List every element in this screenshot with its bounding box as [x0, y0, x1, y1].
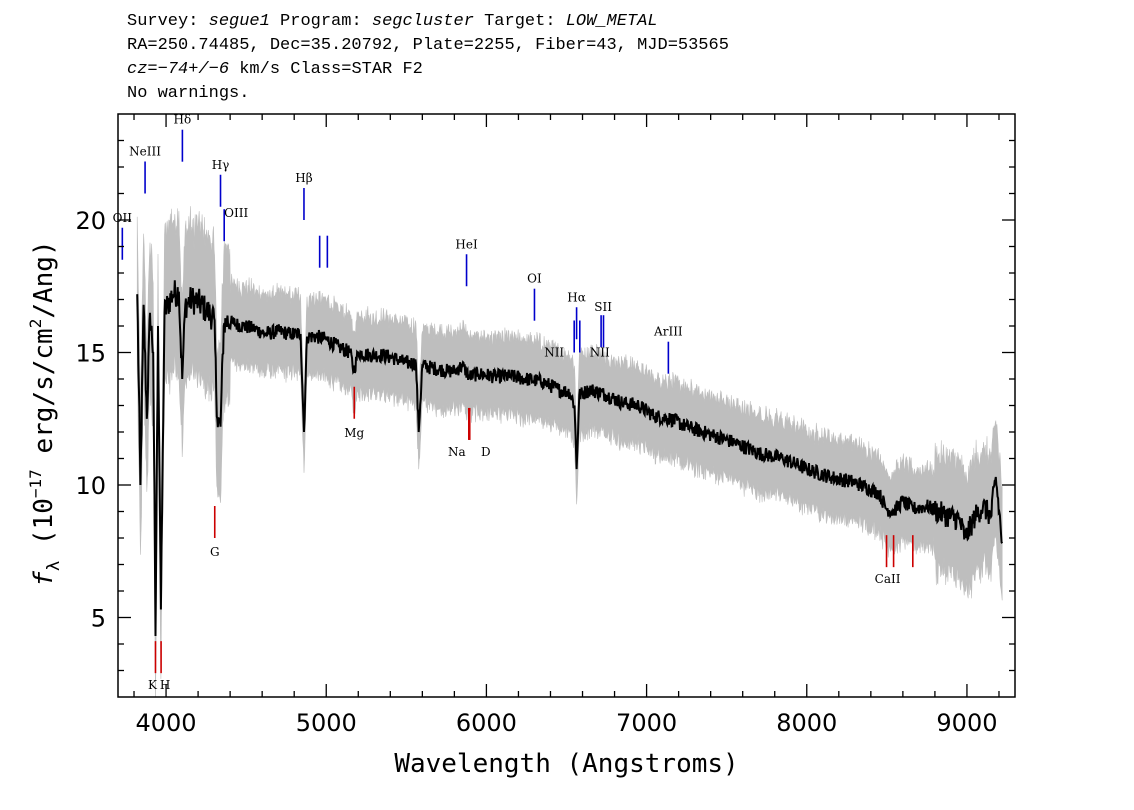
spectrum-header: Survey: segue1 Program: segcluster Targe… [127, 10, 729, 106]
line-label-hδ: Hδ [174, 113, 192, 127]
header-line-coordinates: RA=250.74485, Dec=35.20792, Plate=2255, … [127, 36, 729, 55]
header-line-redshift: cz=−74+/−6 km/s Class=STAR F2 [127, 58, 729, 82]
y-axis-title-part: erg/s/cm [29, 328, 59, 469]
y-tick-label: 15 [75, 340, 106, 368]
line-label-k: K [148, 678, 158, 692]
line-label-nii: NII [544, 346, 564, 360]
line-label-na: Na [448, 445, 466, 459]
line-marker-layer: OII NeIII Hδ Hγ OIII Hβ HeI OI NII Hα NII SII ArIII K… [113, 113, 914, 692]
y-tick-label: 20 [75, 207, 106, 235]
target-value: LOW_METAL [565, 12, 658, 31]
x-axis-title: Wavelength (Angstroms) [394, 749, 738, 779]
line-label-hγ: Hγ [212, 158, 230, 172]
header-line-survey: Survey: segue1 Program: segcluster Targe… [127, 10, 729, 34]
y-axis-title-part: f [29, 571, 59, 587]
class-text: km/s Class=STAR F2 [229, 60, 423, 79]
x-tick-label: 5000 [296, 709, 357, 737]
spectrum-line [136, 280, 1004, 637]
line-label-caii: CaII [875, 572, 901, 586]
line-label-d: D [481, 445, 491, 459]
line-label-h: H [160, 678, 170, 692]
line-label-neiii: NeIII [129, 145, 161, 159]
line-label-sii: SII [594, 300, 612, 314]
line-label-g: G [210, 545, 220, 559]
spectrum-layer [136, 280, 1004, 637]
line-label-oii: OII [113, 211, 133, 225]
x-tick-label: 9000 [936, 709, 997, 737]
line-label-oi: OI [527, 272, 542, 286]
error-band-layer [136, 206, 1003, 697]
axes-layer: 4000 5000 6000 7000 8000 9000 5 10 15 20 [75, 113, 1016, 737]
y-tick-label: 10 [75, 472, 106, 500]
error-band [136, 206, 1003, 697]
line-label-hβ: Hβ [295, 171, 312, 185]
line-label-hα: Hα [567, 290, 586, 304]
y-axis-title-part: −17 [26, 469, 45, 498]
line-label-mg: Mg [344, 426, 364, 440]
program-value: segcluster [371, 12, 474, 31]
y-tick-label: 5 [91, 605, 106, 633]
program-key: Program: [269, 12, 372, 31]
header-line-warnings: No warnings. [127, 84, 250, 103]
y-axis-title-part: (10 [29, 498, 59, 561]
survey-value: segue1 [208, 12, 270, 31]
x-tick-label: 6000 [456, 709, 517, 737]
y-axis-title-part: 2 [26, 319, 45, 329]
x-tick-label: 7000 [616, 709, 677, 737]
y-axis-title-part: /Ang) [29, 240, 59, 318]
target-key: Target: [473, 12, 566, 31]
line-label-oiii: OIII [224, 206, 248, 220]
y-axis-title-part: λ [44, 561, 64, 571]
y-axis-title: fλ (10−17 erg/s/cm2/Ang) [26, 240, 64, 586]
line-label-ariii: ArIII [653, 325, 683, 339]
x-tick-label: 8000 [776, 709, 837, 737]
cz-key: cz [127, 60, 148, 79]
survey-key: Survey: [127, 12, 209, 31]
line-label-nii: NII [590, 346, 610, 360]
line-label-hei: HeI [455, 237, 478, 251]
cz-value: =−74+/−6 [147, 60, 230, 79]
x-tick-label: 4000 [136, 709, 197, 737]
